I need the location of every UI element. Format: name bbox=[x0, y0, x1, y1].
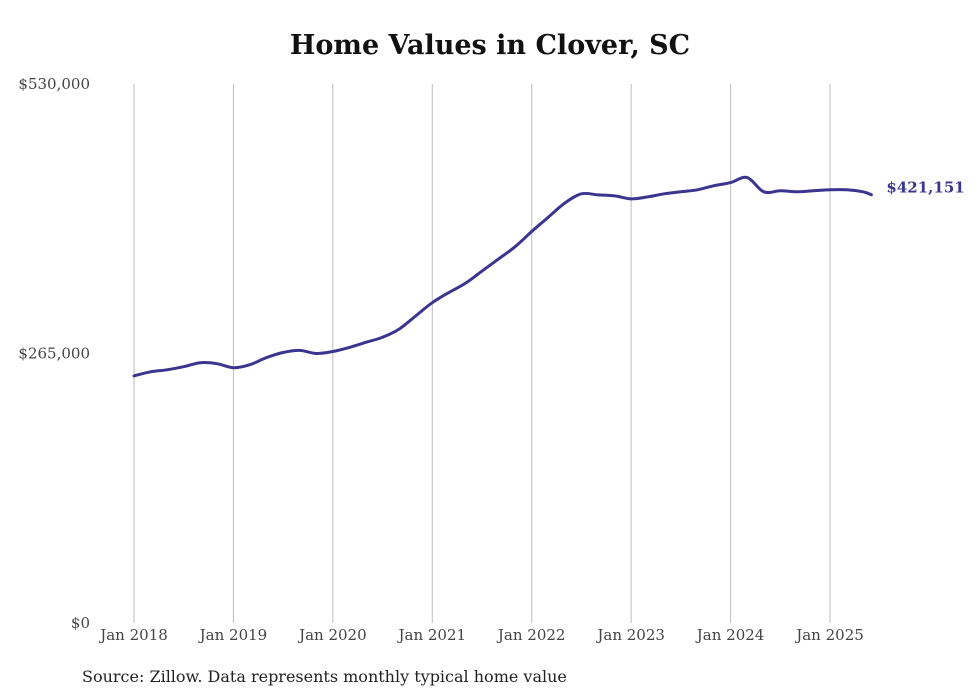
x-tick-label: Jan 2022 bbox=[496, 626, 566, 644]
chart-title: Home Values in Clover, SC bbox=[289, 30, 691, 61]
x-tick-label: Jan 2023 bbox=[595, 626, 665, 644]
y-tick-label: $265,000 bbox=[18, 345, 90, 363]
series-layer: $421,151 bbox=[132, 175, 965, 378]
y-tick-label: $0 bbox=[71, 614, 90, 632]
source-note: Source: Zillow. Data represents monthly … bbox=[82, 667, 567, 686]
series-line bbox=[132, 175, 873, 378]
x-tick-label: Jan 2021 bbox=[397, 626, 467, 644]
y-tick-label: $530,000 bbox=[18, 75, 90, 93]
x-tick-label: Jan 2020 bbox=[297, 626, 367, 644]
x-tick-label: Jan 2019 bbox=[198, 626, 268, 644]
x-tick-label: Jan 2024 bbox=[695, 626, 765, 644]
x-tick-label: Jan 2018 bbox=[98, 626, 168, 644]
grid-lines bbox=[133, 84, 831, 623]
x-axis-ticks: Jan 2018 Jan 2019 Jan 2020 Jan 2021 Jan 2022… bbox=[98, 626, 864, 644]
y-axis-ticks: $0 $265,000 $530,000 bbox=[18, 75, 90, 632]
end-value-label: $421,151 bbox=[886, 179, 964, 197]
x-tick-label: Jan 2025 bbox=[794, 626, 864, 644]
